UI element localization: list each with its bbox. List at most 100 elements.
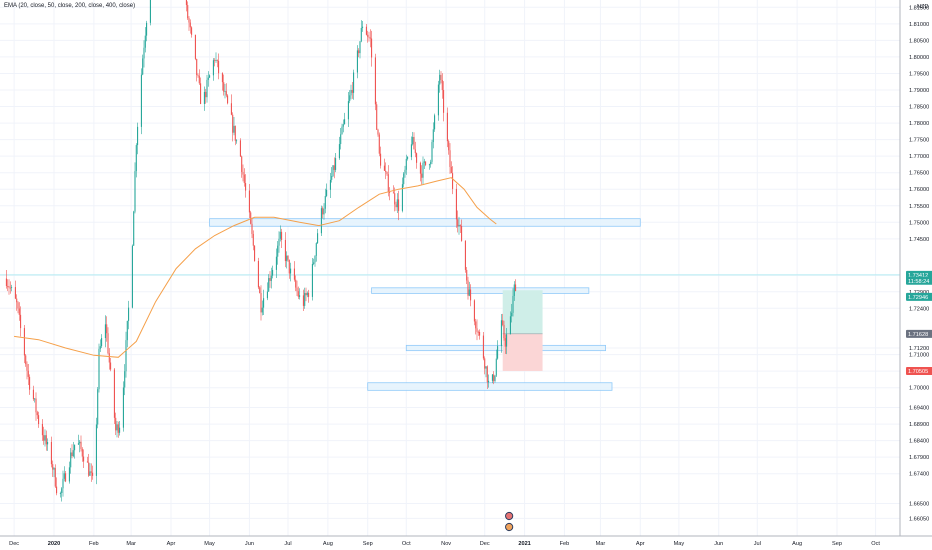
time-tick-label: Mar	[596, 541, 606, 547]
stop-price-tag-box	[906, 366, 932, 375]
candle-body	[263, 298, 265, 308]
candle-body	[36, 412, 38, 416]
candle-body	[395, 204, 397, 208]
support-resistance-zone[interactable]	[367, 382, 613, 391]
candle-body	[189, 22, 191, 28]
candle-body	[206, 79, 208, 98]
target-area[interactable]	[502, 290, 543, 334]
stop-area[interactable]	[502, 333, 543, 371]
candle-body	[43, 435, 45, 441]
candle-body	[115, 417, 117, 431]
candle-body	[29, 376, 31, 390]
long-position-tool[interactable]	[502, 290, 543, 371]
time-tick-label: Feb	[89, 541, 99, 547]
candle-body	[468, 289, 470, 296]
candle-body	[290, 268, 292, 274]
time-axis[interactable]: Dec 2020 Feb Mar Apr May Jun Jul Aug Sep Oct Nov Dec…	[0, 535, 932, 547]
price-axis[interactable]: 1.66050 1.66500 1.67400 1.67900 1.68400 1.689…	[899, 0, 932, 536]
time-tick-label: Feb	[560, 541, 570, 547]
candle-body	[242, 171, 244, 175]
candle-body	[491, 374, 493, 381]
candle-body	[9, 287, 11, 289]
time-tick-label: Oct	[871, 541, 880, 547]
candle-body	[124, 371, 126, 388]
candle-body	[16, 298, 18, 303]
time-tick-label: May	[674, 541, 685, 547]
price-tick-label: 1.76000	[909, 187, 929, 193]
candle-body	[50, 442, 52, 465]
currency-label: NZD	[917, 4, 929, 10]
candle-body	[205, 91, 207, 98]
candle-body	[401, 184, 403, 211]
candle-body	[17, 302, 19, 309]
candle-body	[389, 191, 391, 193]
candle-body	[144, 35, 146, 48]
candle-body	[278, 238, 280, 246]
candle-body	[281, 231, 283, 240]
candle-body	[464, 240, 466, 270]
candle-body	[512, 295, 514, 313]
candle-body	[83, 456, 85, 462]
candle-body	[317, 233, 319, 244]
support-resistance-zone[interactable]	[209, 218, 641, 227]
price-tick-label: 1.69400	[909, 406, 929, 412]
candle-body	[92, 472, 94, 476]
stop-price-tag: 1.70505	[908, 369, 928, 375]
candle-body	[359, 41, 361, 54]
candle-body	[77, 443, 79, 445]
support-resistance-zone[interactable]	[371, 287, 590, 294]
price-tick-label: 1.78500	[909, 105, 929, 111]
candle-body	[477, 331, 479, 333]
candle-body	[374, 57, 376, 105]
candle-body	[227, 95, 229, 104]
candle-body	[342, 124, 344, 127]
event-markers[interactable]	[505, 511, 514, 532]
candle-body	[65, 473, 67, 482]
candle-body	[458, 224, 460, 227]
candle-body	[288, 259, 290, 274]
time-tick-label: Sep	[363, 541, 373, 547]
candle-body	[448, 141, 450, 151]
candle-body	[137, 126, 139, 146]
candle-body	[212, 60, 214, 76]
candle-body	[431, 142, 433, 162]
candle-body	[95, 424, 97, 476]
candle-body	[315, 243, 317, 256]
candles	[5, 0, 517, 502]
candle-body	[128, 307, 130, 321]
event-marker-icon[interactable]	[505, 522, 514, 532]
bar-countdown-tag: 11:58:24	[908, 279, 929, 285]
candle-body	[187, 5, 189, 19]
candle-body	[26, 364, 28, 371]
candle-body	[333, 165, 335, 170]
candle-body	[101, 338, 103, 347]
price-tick-label: 1.68400	[909, 439, 929, 445]
candle-body	[18, 308, 20, 315]
candle-body	[62, 478, 64, 489]
candle-body	[446, 112, 448, 142]
candle-body	[479, 332, 481, 336]
time-tick-label: Jun	[245, 541, 254, 547]
candle-body	[135, 145, 137, 172]
candle-body	[313, 262, 315, 264]
candle-body	[188, 18, 190, 23]
candle-body	[225, 91, 227, 96]
candle-body	[259, 287, 261, 293]
candle-body	[452, 173, 454, 189]
candle-body	[419, 162, 421, 174]
candle-body	[207, 77, 209, 80]
time-tick-label: Jun	[714, 541, 723, 547]
candle-body	[254, 245, 256, 262]
time-tick-label: Oct	[402, 541, 411, 547]
candle-body	[350, 89, 352, 96]
event-marker-icon[interactable]	[505, 511, 514, 521]
indicator-legend[interactable]: EMA (20, close, 50, close, 200, close, 4…	[4, 3, 136, 9]
candle-body	[340, 134, 342, 145]
candle-body	[360, 27, 362, 42]
candle-body	[252, 233, 254, 246]
candle-body	[113, 369, 115, 418]
candle-body	[224, 91, 226, 92]
candle-body	[440, 74, 442, 81]
